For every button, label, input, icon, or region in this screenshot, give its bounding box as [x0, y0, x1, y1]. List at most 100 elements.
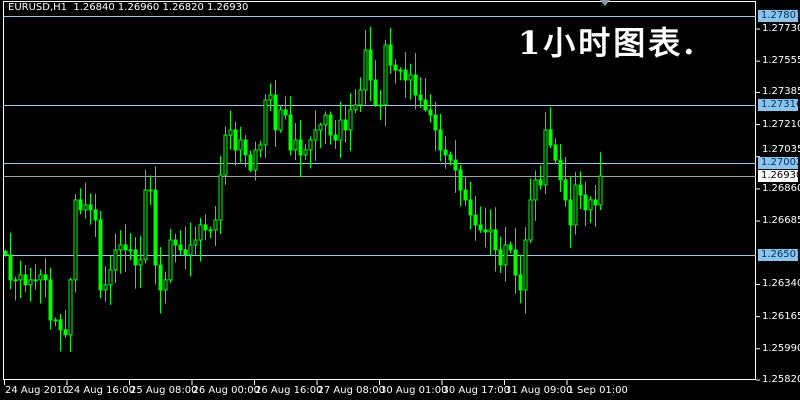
candle-body: [588, 199, 593, 211]
candle-body: [318, 124, 323, 131]
candle-body: [13, 279, 18, 282]
candle-body: [228, 129, 233, 136]
time-tick-label: 1 Sep 01:00: [567, 385, 628, 396]
candle-body: [53, 319, 58, 322]
candle-body: [38, 274, 43, 281]
candle-body: [368, 49, 373, 81]
candle-body: [133, 249, 138, 266]
candle-body: [143, 189, 148, 261]
price-tick-label: 1.25820: [762, 374, 800, 385]
candle-body: [433, 114, 438, 131]
candle-body: [558, 159, 563, 181]
time-tick-label: 30 Aug 01:00: [380, 385, 448, 396]
candle-body: [498, 249, 503, 266]
candle-body: [48, 279, 53, 321]
candle-body: [388, 44, 393, 66]
candle-body: [403, 69, 408, 81]
candle-body: [128, 249, 133, 252]
candle-body: [578, 184, 583, 196]
candle-body: [248, 154, 253, 171]
candle-body: [553, 144, 558, 161]
candle-body: [113, 249, 118, 271]
time-tick-label: 31 Aug 09:00: [505, 385, 573, 396]
candle-body: [188, 244, 193, 256]
candle-body: [333, 134, 338, 141]
candle-body: [78, 199, 83, 211]
candle-body: [423, 99, 428, 111]
price-tick-label: 1.25990: [762, 342, 800, 354]
candle-body: [58, 319, 63, 331]
candle-body: [203, 224, 208, 231]
price-tick-label: 1.26685: [762, 215, 800, 227]
price-tick-label: 1.26860: [762, 182, 800, 194]
candle-body: [313, 129, 318, 141]
candle-body: [8, 254, 13, 281]
candle-body: [468, 199, 473, 216]
candle-body: [33, 279, 38, 282]
candle-body: [218, 174, 223, 221]
candle-body: [138, 259, 143, 266]
candle-body: [508, 244, 513, 251]
candle-body: [373, 79, 378, 106]
candle-body: [83, 204, 88, 211]
candle-body: [533, 179, 538, 201]
candle-body: [363, 49, 368, 91]
candle-body: [243, 139, 248, 156]
candle-body: [28, 279, 33, 286]
time-tick-label: 24 Aug 2010: [5, 385, 70, 396]
candle-body: [233, 129, 238, 151]
candle-body: [418, 94, 423, 101]
level-price-label: 1.27801: [758, 10, 800, 22]
chart-frame: [3, 1, 756, 380]
candle-body: [458, 169, 463, 191]
candle-body: [118, 244, 123, 251]
level-price-label: 1.27002: [758, 156, 800, 169]
candle-body: [108, 269, 113, 286]
candle-body: [273, 94, 278, 131]
price-tick-label: 1.27385: [762, 86, 800, 98]
price-tick-label: 1.26340: [762, 278, 800, 290]
candle-body: [63, 329, 68, 336]
time-tick-label: 26 Aug 00:00: [192, 385, 260, 396]
bid-price-label: 1.26930: [758, 170, 800, 183]
candle-body: [598, 175, 603, 206]
candle-body: [438, 129, 443, 151]
candle-body: [398, 69, 403, 72]
chart-shift-marker[interactable]: [600, 0, 610, 6]
time-tick-label: 27 Aug 08:00: [317, 385, 385, 396]
candle-body: [43, 274, 48, 281]
candle-body: [18, 274, 23, 281]
price-tick-label: 1.26165: [762, 310, 800, 322]
candle-body: [153, 189, 158, 266]
candle-body: [283, 109, 288, 116]
candle-body: [158, 264, 163, 291]
candle-body: [383, 44, 388, 106]
candle-body: [328, 114, 333, 136]
candle-body: [288, 114, 293, 151]
candle-body: [88, 204, 93, 211]
candle-body: [323, 114, 328, 126]
candle-body: [393, 64, 398, 71]
candle-body: [173, 239, 178, 246]
candle-body: [568, 199, 573, 226]
candle-body: [378, 104, 383, 107]
level-price-label: 1.27316: [758, 99, 800, 112]
candle-body: [353, 104, 358, 111]
price-tick-label: 1.27555: [762, 55, 800, 67]
candle-body: [308, 139, 313, 151]
candle-body: [168, 239, 173, 281]
low-value: 1.26820: [162, 2, 204, 13]
overlay-title: 1小时图表.: [518, 24, 698, 62]
candle-body: [548, 129, 553, 146]
candle-body: [573, 184, 578, 226]
candle-body: [148, 189, 153, 192]
candle-body: [183, 249, 188, 256]
candle-body: [98, 219, 103, 291]
candle-body: [103, 284, 108, 291]
candle-body: [538, 179, 543, 186]
candle-body: [483, 229, 488, 233]
candle-body: [258, 144, 263, 151]
candle-body: [298, 139, 303, 156]
candle-body: [293, 139, 298, 151]
